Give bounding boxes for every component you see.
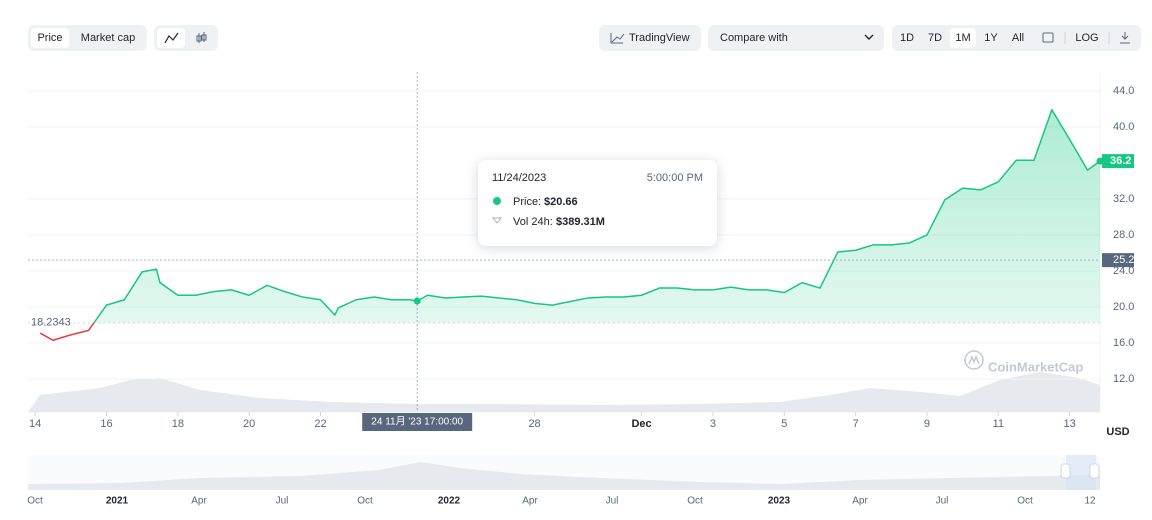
x-tick-label: 5 [781,418,787,430]
chevron [864,34,874,40]
crosshair-x-label: 24 11月 '23 17:00:00 [371,416,463,428]
navigator-label: 12 [1084,496,1096,507]
x-tick-label: 28 [528,418,540,430]
x-tick-label: 16 [100,418,112,430]
handle[interactable] [1089,463,1100,479]
navigator-label: 2022 [438,496,461,507]
y-tick-label: 44.0 [1113,85,1134,97]
y-tick-label: 16.0 [1113,337,1134,349]
last-label: 36.2 [1110,155,1131,167]
last-dot [1096,157,1104,165]
compare-label: Compare with [720,32,788,44]
price-label: Price: [513,196,541,208]
navigator-label: 2023 [768,496,791,507]
price-area [93,109,1100,323]
range-button[interactable]: 1D [900,32,914,44]
crosshair-x-tag [362,413,473,431]
download-icon[interactable] [1120,32,1130,44]
x-tick-label: 22 [314,418,326,430]
log-button[interactable]: LOG [1075,32,1098,44]
range-active [950,28,976,48]
tv-icon [610,33,625,44]
y-tick-label: 20.0 [1113,301,1134,313]
volume-area [28,372,1100,412]
range-button[interactable]: 7D [928,32,942,44]
tooltip [478,160,717,246]
tradingview-button[interactable] [599,25,701,51]
y-tick-label: 32.0 [1113,193,1134,205]
x-tick-label: 14 [29,418,41,430]
navigator-chart [28,462,1100,490]
calendar-icon[interactable] [1042,32,1054,43]
x-tick-label: 9 [924,418,930,430]
tab[interactable]: Market cap [81,32,135,44]
navigator-label: Oct [27,496,43,507]
range-button[interactable]: 1M [955,32,970,44]
y-tick-label: 12.0 [1113,373,1134,385]
navigator-label: Jul [936,496,949,507]
vol-icon [491,217,503,224]
last-tag [1102,154,1134,169]
crosshair-y-tag [1102,253,1134,268]
y-unit: USD [1106,426,1129,438]
navigator-label: 2021 [106,496,129,507]
watermark: CoinMarketCap [988,359,1083,374]
y-tick-label: 28.0 [1113,229,1134,241]
x-tick-label: 20 [243,418,255,430]
price-dot [493,197,501,205]
navigator-label: Oct [687,496,703,507]
y-tick-label: 24.0 [1113,265,1134,277]
tooltip-date: 11/24/2023 [492,172,546,184]
y-tick-label: 40.0 [1113,121,1134,133]
range-button[interactable]: All [1012,32,1024,44]
handle[interactable] [1060,463,1071,479]
tooltip-time: 5:00:00 PM [647,172,703,184]
navigator-label: Oct [1017,496,1033,507]
tradingview-label: TradingView [629,32,690,44]
x-tick-label: Dec [631,418,651,430]
x-tick-label: 11 [993,418,1004,430]
tab[interactable]: Price [37,32,62,44]
crosshair-y-label: 25.2 [1113,254,1134,266]
x-tick-label: 3 [710,418,716,430]
candle-icon[interactable] [196,32,207,43]
vol-value: $389.31M [556,216,605,228]
range-button[interactable]: 1Y [984,32,998,44]
tab-active [31,28,69,48]
price-line [93,109,1101,323]
x-tick-label: 7 [853,418,859,430]
navigator-label: Jul [276,496,289,507]
baseline-label: 18.2343 [31,317,71,329]
line-icon [164,32,179,44]
x-tick-label: 13 [1064,418,1076,430]
navigator-label: Oct [357,496,373,507]
hover-dot [413,297,421,305]
navigator-label: Jul [606,496,619,507]
navigator-label: Apr [191,496,207,507]
vol-label: Vol 24h: [513,216,553,228]
compare-dropdown[interactable] [708,25,884,51]
x-tick-label: 18 [172,418,184,430]
watermark-logo [964,350,984,370]
navigator-label: Apr [852,496,868,507]
price-value: $20.66 [544,196,578,208]
navigator-label: Apr [522,496,538,507]
